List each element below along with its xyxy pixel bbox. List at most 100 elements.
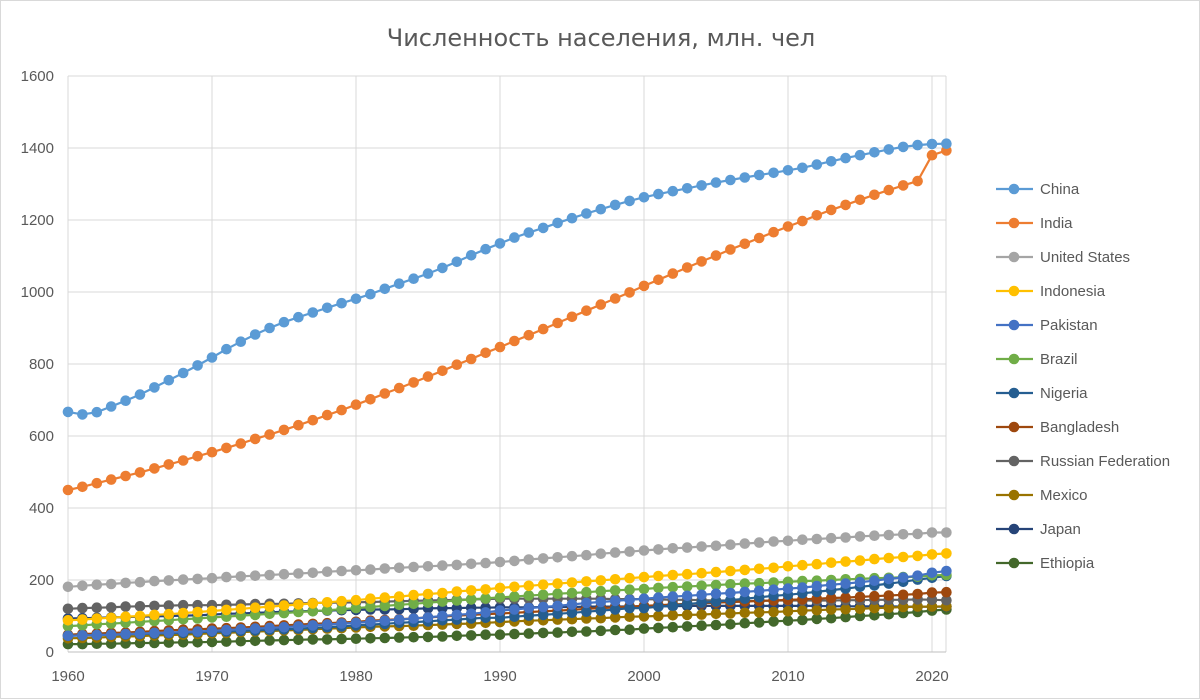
data-point	[797, 162, 808, 174]
data-point	[926, 587, 938, 598]
data-point	[221, 636, 232, 647]
data-point	[897, 180, 909, 191]
legend-item[interactable]: Mexico	[996, 487, 1088, 504]
data-point	[883, 590, 895, 601]
legend-item[interactable]: China	[996, 181, 1080, 198]
data-point	[307, 414, 319, 426]
data-point	[581, 606, 592, 617]
data-point	[149, 575, 160, 587]
data-point	[753, 577, 765, 589]
legend-item[interactable]: Japan	[996, 521, 1081, 538]
data-point	[163, 637, 175, 648]
data-point	[566, 587, 578, 599]
data-point	[120, 628, 131, 640]
data-point	[624, 572, 635, 584]
data-point	[696, 567, 707, 579]
legend-item[interactable]: Pakistan	[996, 317, 1098, 334]
data-point	[811, 580, 823, 592]
legend-item[interactable]: Nigeria	[996, 385, 1088, 402]
data-point	[494, 238, 506, 249]
data-point	[393, 591, 405, 602]
data-point	[725, 608, 736, 619]
legend-item[interactable]: Russian Federation	[996, 453, 1170, 470]
data-point	[624, 287, 635, 298]
data-point	[120, 611, 131, 622]
data-point	[77, 602, 88, 614]
data-point	[494, 341, 506, 353]
data-point	[221, 624, 232, 636]
data-point	[336, 633, 347, 645]
data-point	[581, 305, 592, 317]
data-point	[192, 637, 203, 648]
data-point	[581, 208, 592, 219]
data-point	[465, 608, 477, 620]
data-point	[249, 433, 261, 445]
data-point	[681, 262, 693, 273]
data-point	[854, 576, 866, 588]
data-point	[638, 280, 650, 292]
data-point	[825, 204, 837, 216]
data-point	[437, 262, 448, 274]
data-point	[278, 621, 290, 633]
data-point	[494, 556, 506, 568]
data-point	[941, 548, 952, 559]
data-point	[581, 549, 592, 561]
data-point	[451, 256, 463, 268]
data-point	[91, 579, 103, 590]
series-brazil	[62, 569, 952, 632]
data-point	[408, 561, 419, 573]
data-point	[437, 587, 448, 599]
data-point	[653, 570, 664, 582]
data-point	[365, 593, 376, 604]
data-point	[523, 554, 535, 565]
data-point	[307, 567, 319, 579]
data-point	[451, 630, 463, 642]
data-point	[883, 529, 895, 541]
data-point	[725, 244, 736, 255]
legend-item[interactable]: United States	[996, 249, 1130, 266]
legend: China India United States Indonesia Pakistan…	[996, 181, 1170, 572]
data-point	[177, 455, 189, 466]
data-point	[321, 302, 333, 314]
legend-item[interactable]: Brazil	[996, 351, 1078, 368]
data-point	[365, 394, 376, 405]
data-point	[321, 566, 333, 577]
data-point	[149, 627, 160, 639]
x-tick-label: 2000	[627, 668, 660, 685]
data-point	[379, 615, 391, 626]
data-point	[350, 399, 362, 411]
data-point	[91, 406, 103, 418]
legend-item[interactable]: India	[996, 215, 1073, 232]
data-point	[624, 602, 635, 614]
data-point	[854, 149, 866, 161]
data-point	[825, 557, 837, 568]
data-point	[869, 530, 880, 541]
legend-item[interactable]: Indonesia	[996, 283, 1106, 300]
data-point	[249, 570, 261, 581]
data-point	[825, 532, 837, 544]
data-point	[422, 371, 434, 382]
data-point	[667, 591, 679, 602]
legend-label: Bangladesh	[1040, 419, 1119, 436]
data-point	[163, 600, 175, 611]
data-point	[768, 616, 779, 627]
data-point	[595, 203, 607, 215]
legend-label: China	[1040, 181, 1080, 198]
data-point	[523, 227, 535, 238]
data-point	[537, 579, 549, 590]
legend-item[interactable]: Bangladesh	[996, 419, 1119, 436]
data-point	[912, 175, 923, 187]
data-point	[379, 563, 391, 574]
data-point	[307, 606, 319, 617]
data-point	[897, 572, 909, 583]
data-point	[566, 550, 578, 562]
data-point	[854, 555, 866, 566]
data-point	[149, 600, 160, 612]
data-point	[897, 529, 909, 540]
legend-item[interactable]: Ethiopia	[996, 555, 1095, 572]
data-point	[336, 603, 347, 615]
data-point	[365, 601, 376, 613]
data-point	[840, 611, 851, 623]
data-point	[278, 568, 290, 580]
data-point	[710, 596, 722, 607]
